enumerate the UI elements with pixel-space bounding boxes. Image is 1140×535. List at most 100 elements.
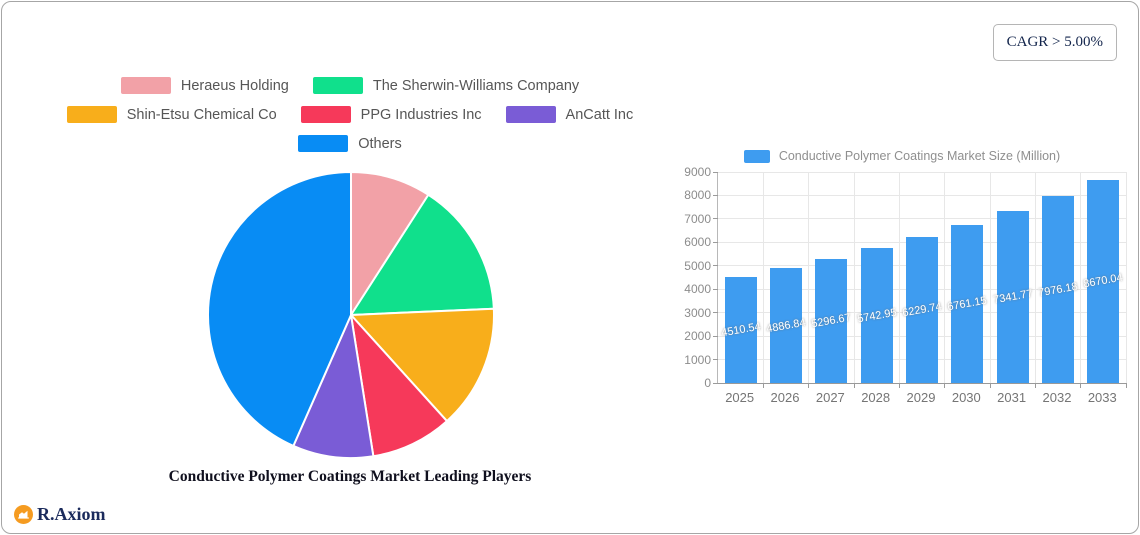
y-axis-tick xyxy=(713,382,718,384)
x-axis-tick xyxy=(853,383,855,388)
bar-2032[interactable]: 7976.18 xyxy=(1037,196,1079,383)
bar-2029[interactable]: 6229.74 xyxy=(901,236,943,383)
x-axis-tick xyxy=(1125,383,1127,388)
y-axis-tick-label: 4000 xyxy=(684,282,711,297)
x-axis-tick-label: 2032 xyxy=(1042,390,1072,405)
y-axis-tick xyxy=(713,218,718,220)
y-axis-tick-label: 0 xyxy=(704,376,711,390)
legend-item-shin-etsu-chemical-co[interactable]: Shin-Etsu Chemical Co xyxy=(66,106,277,123)
bar-chart: Conductive Polymer Coatings Market Size … xyxy=(667,142,1137,422)
x-axis-tick-label: 2027 xyxy=(815,390,845,405)
legend-swatch xyxy=(312,77,363,94)
x-axis-labels: 2025 2026 2027 2028 2029 2030 2031 2032 2033 xyxy=(717,390,1125,405)
bar-rect xyxy=(1087,179,1120,383)
gridline-vertical xyxy=(898,172,900,383)
y-axis-tick xyxy=(713,194,718,196)
y-axis-tick xyxy=(713,241,718,243)
x-axis-tick-label: 2025 xyxy=(725,390,755,405)
bar-2025[interactable]: 4510.54 xyxy=(720,277,761,383)
y-axis-tick xyxy=(713,335,718,337)
pie-slice-ancatt-inc[interactable] xyxy=(292,314,375,459)
y-axis-tick-label: 9000 xyxy=(684,165,711,179)
gridline-vertical xyxy=(1034,172,1036,383)
y-axis-tick-label: 7000 xyxy=(684,211,711,226)
brand-logo-text: R.Axiom xyxy=(37,504,106,524)
cagr-badge: CAGR > 5.00% xyxy=(992,24,1117,61)
legend-swatch xyxy=(298,135,349,152)
y-axis-tick-label: 3000 xyxy=(684,305,711,320)
legend-item-ppg-industries-inc[interactable]: PPG Industries Inc xyxy=(300,106,482,123)
bar-2027[interactable]: 5296.67 xyxy=(811,258,852,383)
legend-swatch xyxy=(66,106,117,123)
x-axis-tick-label: 2026 xyxy=(770,390,800,405)
gridline-vertical xyxy=(1080,172,1082,383)
y-axis-tick xyxy=(713,171,718,173)
bar-legend-swatch xyxy=(743,149,770,163)
bar-2026[interactable]: 4886.84 xyxy=(765,268,807,383)
brand-logo: R.Axiom xyxy=(14,504,106,525)
legend-item-the-sherwin-williams-company[interactable]: The Sherwin-Williams Company xyxy=(312,77,580,94)
y-axis-tick xyxy=(713,359,718,361)
gridline-horizontal xyxy=(718,194,1126,196)
legend-label: PPG Industries Inc xyxy=(360,106,482,123)
brand-logo-icon xyxy=(14,505,33,524)
legend-label: AnCatt Inc xyxy=(565,106,634,123)
y-axis-tick xyxy=(713,312,718,314)
gridline-vertical xyxy=(1125,172,1127,383)
legend-item-heraeus-holding[interactable]: Heraeus Holding xyxy=(120,77,289,94)
y-axis-tick-label: 2000 xyxy=(684,329,711,344)
legend-label: Heraeus Holding xyxy=(180,77,289,94)
bar-rect xyxy=(724,277,757,383)
gridline-horizontal xyxy=(718,218,1126,220)
bar-2031[interactable]: 7341.77 xyxy=(992,210,1033,383)
bar-2030[interactable]: 6761.15 xyxy=(947,224,988,383)
pie-legend: Heraeus Holding The Sherwin-Williams Comp… xyxy=(30,77,670,152)
x-axis-tick xyxy=(1080,383,1082,388)
bar-2033[interactable]: 8670.04 xyxy=(1083,179,1124,383)
bar-rect xyxy=(996,210,1029,383)
gridline-vertical xyxy=(989,172,991,383)
pie-slice-the-sherwin-williams-company[interactable] xyxy=(350,193,495,316)
x-axis-tick xyxy=(808,383,810,388)
pie-chart xyxy=(206,171,495,459)
pie-slice-others[interactable] xyxy=(206,171,352,447)
bar-2028[interactable]: 5742.95 xyxy=(856,248,897,383)
bar-rect xyxy=(770,268,802,383)
x-axis-tick xyxy=(989,383,991,388)
bar-rect xyxy=(951,224,984,383)
legend-label: The Sherwin-Williams Company xyxy=(372,77,580,94)
y-axis-labels: 0 1000 2000 3000 4000 5000 6000 7000 8000 9000 xyxy=(667,165,711,390)
gridline-horizontal xyxy=(718,171,1126,173)
x-axis-tick-label: 2031 xyxy=(997,390,1027,405)
x-axis-tick xyxy=(762,383,764,388)
legend-item-others[interactable]: Others xyxy=(298,135,402,152)
bar-legend-label: Conductive Polymer Coatings Market Size … xyxy=(778,149,1061,163)
pie-title: Conductive Polymer Coatings Market Leadi… xyxy=(168,468,532,485)
bar-rect xyxy=(860,248,893,383)
legend-swatch xyxy=(300,106,351,123)
y-axis-tick-label: 6000 xyxy=(684,235,711,250)
x-axis-tick-label: 2029 xyxy=(906,390,936,405)
pie-slice-ppg-industries-inc[interactable] xyxy=(350,314,448,458)
bar-rect xyxy=(815,258,848,383)
legend-swatch xyxy=(505,106,556,123)
x-axis-tick xyxy=(944,383,946,388)
x-axis-tick xyxy=(1034,383,1036,388)
legend-label: Shin-Etsu Chemical Co xyxy=(126,106,277,123)
x-axis-tick-label: 2028 xyxy=(861,390,891,405)
bar-rect xyxy=(1042,196,1074,383)
y-axis-tick-label: 5000 xyxy=(684,258,711,273)
gridline-vertical xyxy=(853,172,855,383)
bar-chart-legend[interactable]: Conductive Polymer Coatings Market Size … xyxy=(667,149,1137,163)
x-axis-tick-label: 2033 xyxy=(1087,390,1117,405)
gridline-vertical xyxy=(944,172,946,383)
legend-swatch xyxy=(120,77,171,94)
gridline-vertical xyxy=(808,172,810,383)
legend-item-ancatt-inc[interactable]: AnCatt Inc xyxy=(505,106,634,123)
pie-slice-heraeus-holding[interactable] xyxy=(350,171,430,316)
y-axis-tick-label: 8000 xyxy=(684,188,711,203)
y-axis-tick xyxy=(713,265,718,267)
pie-slice-shin-etsu-chemical-co[interactable] xyxy=(350,307,495,423)
x-axis-tick xyxy=(898,383,900,388)
